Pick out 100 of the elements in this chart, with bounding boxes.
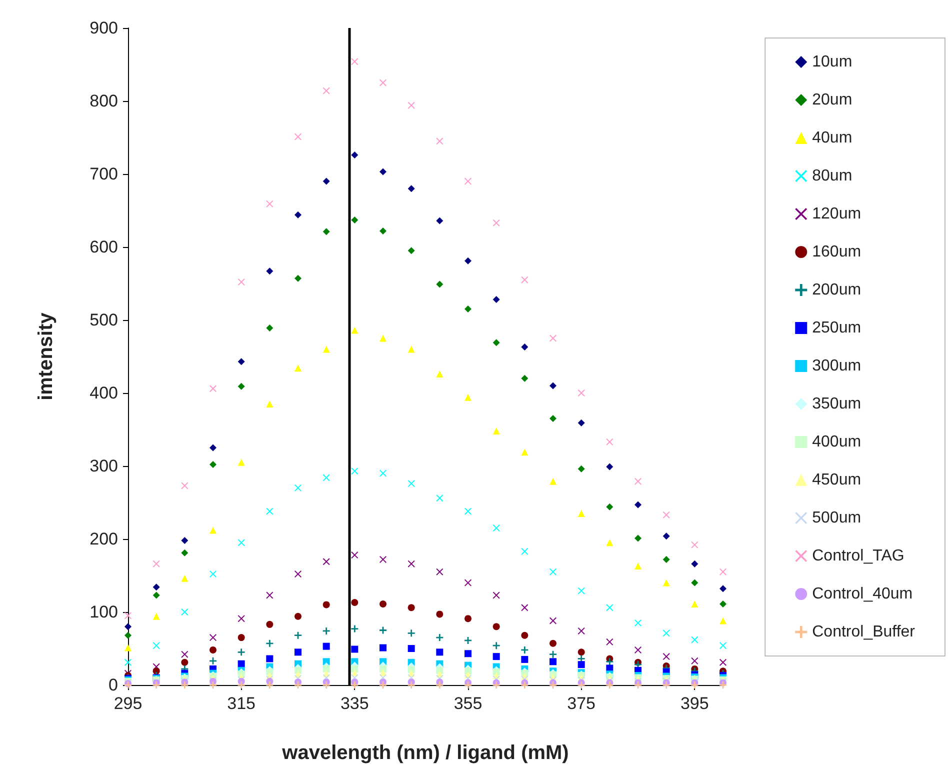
y-tick-label: 400	[90, 384, 118, 402]
point	[720, 585, 726, 592]
y-tick-label: 500	[90, 310, 118, 330]
point	[521, 646, 528, 654]
point	[152, 612, 160, 620]
point	[606, 503, 614, 510]
point	[351, 216, 358, 224]
point	[720, 642, 726, 650]
point	[408, 560, 415, 568]
point	[492, 219, 500, 226]
point	[266, 592, 274, 599]
point	[521, 448, 528, 456]
x-tick-label: 395	[680, 694, 709, 713]
point	[238, 615, 245, 622]
legend-label: Control_Buffer	[812, 624, 916, 640]
point	[124, 658, 132, 666]
point	[210, 461, 216, 468]
point	[380, 334, 386, 342]
point	[266, 268, 274, 275]
point	[662, 682, 670, 688]
point	[351, 468, 358, 475]
point	[266, 655, 274, 662]
point	[492, 427, 500, 434]
point	[521, 374, 528, 382]
point	[662, 579, 670, 586]
point	[578, 390, 585, 396]
point	[634, 478, 642, 485]
y-tick-label: 800	[90, 92, 118, 110]
point	[124, 623, 132, 630]
point	[492, 653, 500, 660]
legend-label: 160um	[812, 244, 862, 260]
y-tick-label: 0	[108, 676, 118, 694]
point	[238, 682, 245, 688]
legend-label: 500um	[812, 510, 862, 526]
point	[408, 185, 415, 192]
point	[492, 296, 500, 304]
point	[322, 642, 330, 650]
point	[380, 168, 386, 176]
point	[634, 501, 642, 508]
point	[124, 632, 132, 639]
point	[408, 645, 415, 652]
point	[181, 482, 188, 490]
legend-label: 200um	[812, 282, 862, 298]
point	[691, 657, 698, 664]
point	[662, 532, 670, 540]
point	[294, 274, 302, 282]
point	[351, 58, 358, 66]
point	[322, 474, 330, 482]
point	[492, 524, 500, 532]
point	[408, 604, 415, 612]
point	[266, 682, 274, 688]
point	[210, 634, 216, 642]
legend-label: 80um	[812, 168, 852, 184]
point	[408, 102, 415, 109]
point	[578, 655, 585, 662]
point	[464, 615, 472, 622]
point	[578, 465, 585, 472]
point	[436, 610, 444, 618]
legend-label: 40um	[812, 130, 852, 146]
point	[238, 648, 245, 656]
point	[436, 280, 444, 288]
point	[210, 385, 216, 392]
point	[606, 463, 614, 470]
point	[238, 660, 245, 668]
point	[351, 625, 358, 632]
point	[380, 644, 386, 652]
point	[691, 579, 698, 586]
point	[181, 574, 188, 582]
legend-label: 350um	[812, 396, 862, 412]
point	[322, 627, 330, 634]
point	[720, 658, 726, 666]
point	[436, 494, 444, 502]
point	[266, 200, 274, 208]
point	[124, 644, 132, 652]
point	[351, 152, 358, 159]
point	[436, 217, 444, 224]
point	[521, 656, 528, 663]
point	[238, 458, 245, 466]
point	[606, 682, 614, 688]
point	[351, 682, 358, 688]
x-tick-label: 355	[454, 694, 482, 713]
point	[408, 682, 415, 688]
point	[464, 306, 472, 313]
point	[464, 394, 472, 401]
legend-label: 120um	[812, 206, 862, 222]
point	[351, 552, 358, 559]
point	[492, 339, 500, 346]
point	[691, 600, 698, 608]
point	[210, 526, 216, 534]
point	[606, 539, 614, 546]
point	[380, 556, 386, 563]
point	[606, 604, 614, 612]
point	[578, 627, 585, 634]
y-tick-label: 700	[90, 164, 118, 184]
point	[152, 642, 160, 650]
point	[521, 682, 528, 688]
y-tick-label: 100	[90, 602, 118, 622]
x-tick-label: 375	[567, 694, 596, 713]
point	[408, 480, 415, 488]
point	[662, 556, 670, 563]
